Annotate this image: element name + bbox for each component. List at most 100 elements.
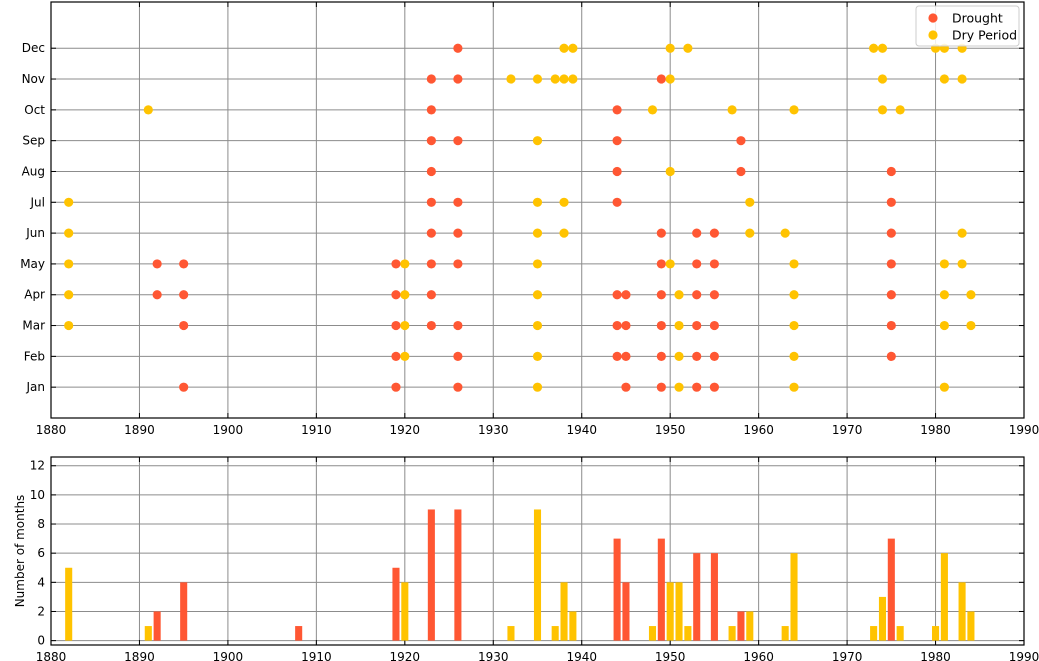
y-tick-label: May bbox=[20, 257, 45, 271]
legend-box bbox=[915, 5, 1020, 47]
x-tick-label: 1970 bbox=[832, 650, 863, 661]
dry-period-bar bbox=[648, 626, 657, 641]
legend-marker-drought bbox=[928, 13, 938, 23]
drought-bar bbox=[737, 611, 745, 641]
drought-point bbox=[621, 382, 631, 392]
drought-bar bbox=[427, 509, 435, 641]
drought-bar bbox=[392, 567, 400, 641]
x-tick-label: 1880 bbox=[36, 423, 67, 437]
drought-bar bbox=[693, 553, 701, 641]
dry-period-point bbox=[789, 351, 799, 361]
drought-point bbox=[426, 320, 436, 331]
drought-point bbox=[656, 382, 666, 392]
y-tick-label: 6 bbox=[37, 546, 45, 560]
drought-point bbox=[426, 228, 436, 238]
dry-period-point bbox=[877, 74, 888, 84]
y-tick-label: 4 bbox=[37, 575, 45, 589]
dry-period-point bbox=[966, 320, 976, 331]
dry-period-point bbox=[400, 320, 410, 331]
y-tick-label: 2 bbox=[37, 604, 45, 618]
dry-period-bar bbox=[958, 582, 966, 641]
drought-point bbox=[886, 166, 896, 177]
dry-period-point bbox=[550, 74, 560, 84]
y-tick-label: Dec bbox=[22, 41, 45, 55]
y-tick-label: Oct bbox=[24, 103, 45, 117]
dry-period-point bbox=[559, 43, 569, 53]
dry-period-point bbox=[532, 290, 543, 300]
bar-series-drought bbox=[153, 509, 895, 641]
dry-period-bar bbox=[790, 553, 798, 641]
drought-point bbox=[179, 320, 189, 331]
drought-point bbox=[886, 290, 896, 300]
dry-period-point bbox=[745, 228, 755, 238]
drought-point bbox=[692, 290, 702, 300]
dry-period-point bbox=[939, 74, 949, 84]
dry-period-point bbox=[789, 105, 799, 115]
y-tick-label: Aug bbox=[22, 164, 45, 178]
drought-point bbox=[886, 351, 896, 361]
drought-bar bbox=[295, 626, 303, 641]
dry-period-point bbox=[877, 105, 888, 115]
y-tick-label: Feb bbox=[24, 349, 45, 363]
dry-period-point bbox=[789, 259, 799, 269]
drought-point bbox=[612, 320, 622, 331]
dry-period-point bbox=[895, 105, 905, 115]
dry-period-point bbox=[400, 351, 410, 361]
drought-point bbox=[886, 228, 896, 238]
dry-period-bar bbox=[896, 626, 904, 641]
x-tick-label: 1910 bbox=[301, 650, 332, 661]
dry-period-point bbox=[559, 228, 569, 238]
dry-period-point bbox=[674, 320, 684, 331]
drought-point bbox=[709, 290, 720, 300]
dry-period-bar bbox=[932, 626, 940, 641]
y-tick-label: 8 bbox=[37, 517, 45, 531]
drought-point bbox=[656, 74, 666, 84]
dry-period-point bbox=[647, 105, 658, 115]
drought-point bbox=[736, 136, 746, 146]
x-tick-label: 1990 bbox=[1009, 423, 1039, 437]
drought-point bbox=[709, 320, 720, 331]
dry-period-bar bbox=[65, 567, 73, 641]
monthly-scatter-panel: 1880 1890 1900 1910 1920 1930 1940 1950 1960 1970… bbox=[20, 1, 1039, 437]
drought-point bbox=[179, 382, 189, 392]
x-tick-label: 1880 bbox=[36, 650, 67, 661]
scatter-series-drought bbox=[152, 43, 896, 392]
y-tick-label: Nov bbox=[22, 72, 45, 86]
dry-period-point bbox=[877, 43, 888, 53]
dry-period-point bbox=[780, 228, 790, 238]
x-tick-label: 1930 bbox=[478, 650, 509, 661]
x-tick-label: 1970 bbox=[832, 423, 863, 437]
drought-point bbox=[709, 259, 720, 269]
dry-period-point bbox=[957, 74, 967, 84]
dry-period-point bbox=[532, 351, 543, 361]
x-tick-label: 1980 bbox=[920, 650, 951, 661]
y-tick-label: Jul bbox=[30, 195, 45, 209]
x-tick-label: 1920 bbox=[390, 650, 421, 661]
drought-point bbox=[391, 290, 401, 300]
dry-period-point bbox=[957, 228, 967, 238]
drought-point bbox=[621, 320, 631, 331]
drought-point bbox=[886, 197, 896, 207]
drought-point bbox=[453, 382, 463, 392]
dry-period-point bbox=[532, 259, 543, 269]
drought-point bbox=[692, 228, 702, 238]
dry-period-point bbox=[64, 197, 74, 207]
dry-period-point bbox=[532, 197, 543, 207]
dry-period-bar bbox=[533, 509, 542, 641]
dry-period-bar bbox=[675, 582, 683, 641]
drought-point bbox=[621, 351, 631, 361]
dry-period-point bbox=[532, 136, 543, 146]
x-tick-label: 1900 bbox=[213, 423, 244, 437]
dry-period-point bbox=[683, 43, 693, 53]
dry-period-bar bbox=[401, 582, 409, 641]
dry-period-point bbox=[64, 320, 74, 331]
dry-period-point bbox=[665, 74, 675, 84]
drought-bar bbox=[180, 582, 188, 641]
drought-point bbox=[656, 320, 666, 331]
drought-point bbox=[426, 290, 436, 300]
y-tick-label: Jan bbox=[26, 380, 46, 394]
x-tick-label: 1890 bbox=[124, 650, 155, 661]
y-tick-label: Jun bbox=[25, 226, 45, 240]
dry-period-point bbox=[674, 382, 684, 392]
